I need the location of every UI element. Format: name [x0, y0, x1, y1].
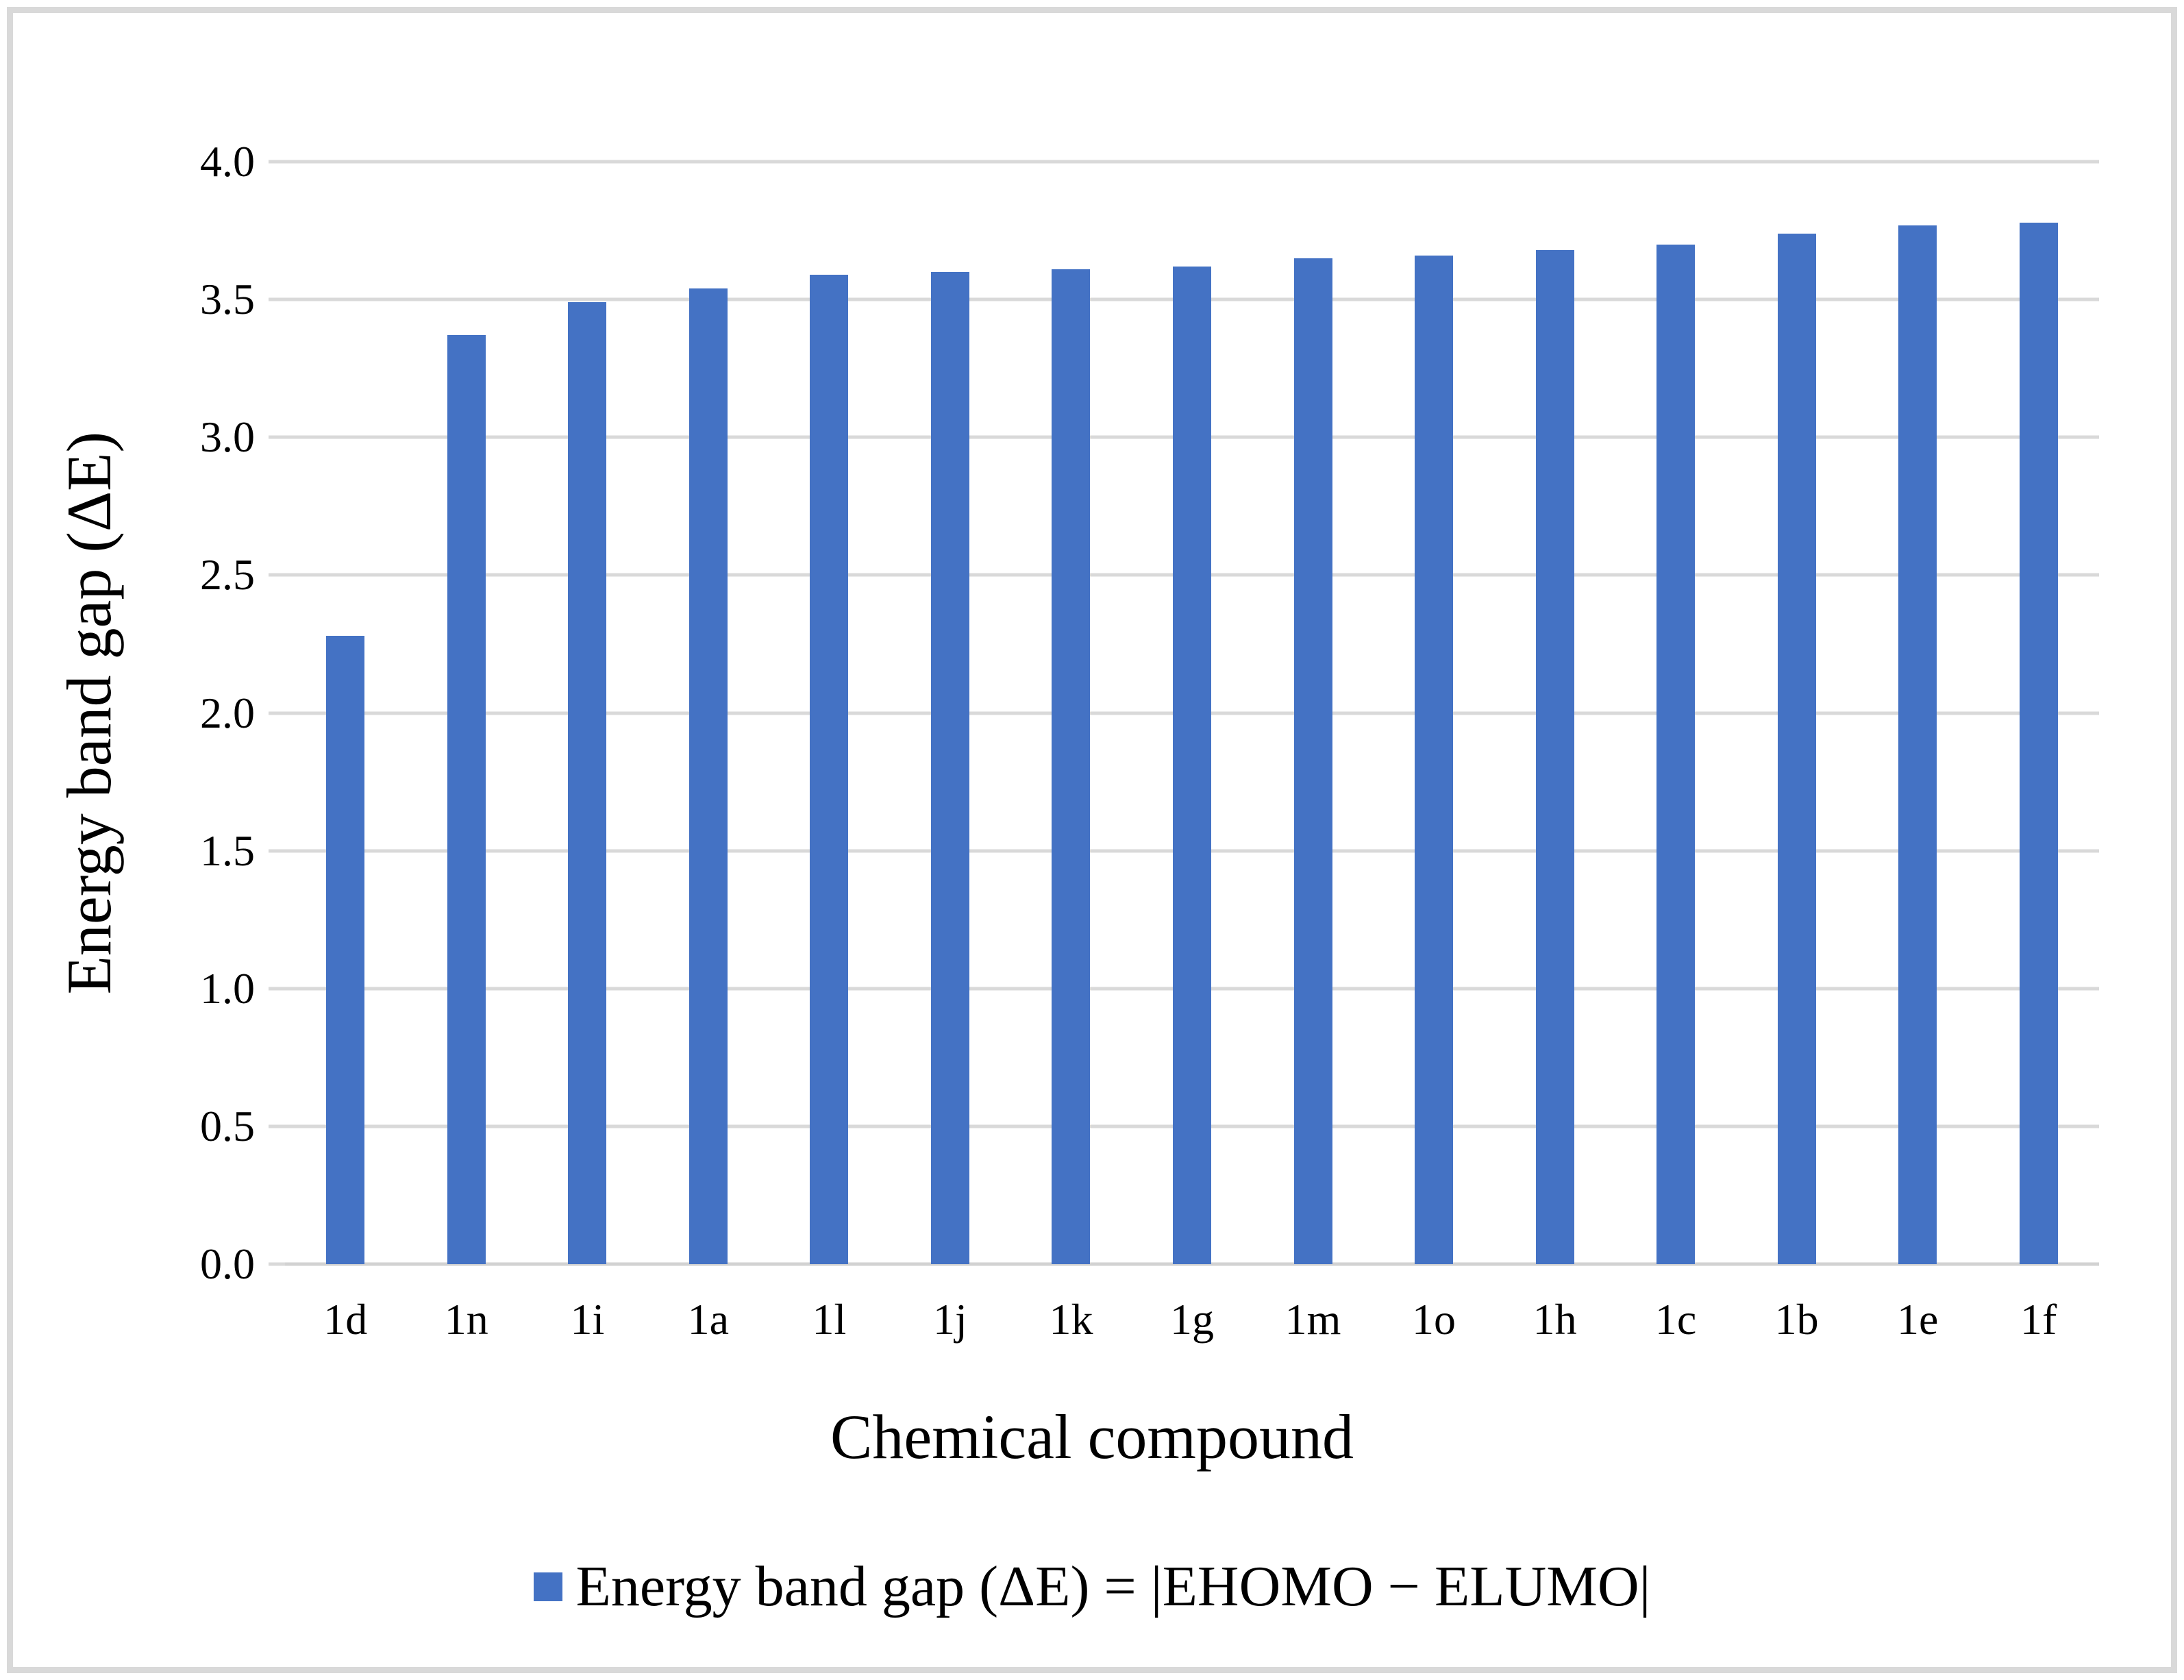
bar-slot	[1736, 162, 1857, 1264]
y-tick-label: 1.0	[200, 963, 255, 1013]
y-tick-mark	[269, 1262, 285, 1266]
y-tick-mark	[269, 987, 285, 991]
bar-1b	[1777, 233, 1816, 1264]
bar-1g	[1172, 266, 1211, 1264]
legend: Energy band gap (ΔE) = |EHOMO − ELUMO|	[0, 1555, 2184, 1618]
x-tick-label: 1a	[687, 1295, 730, 1344]
bar-slot	[285, 162, 406, 1264]
bar-slot	[1132, 162, 1253, 1264]
gridline	[285, 160, 2099, 164]
y-tick-label: 0.5	[200, 1101, 255, 1150]
bars-layer	[285, 162, 2099, 1264]
bar-1e	[1898, 225, 1937, 1264]
bar-slot	[1010, 162, 1132, 1264]
x-axis-title: Chemical compound	[830, 1402, 1354, 1472]
y-tick-mark	[269, 435, 285, 439]
bar-slot	[1615, 162, 1737, 1264]
y-tick-mark	[269, 297, 285, 301]
y-tick-label: 3.0	[200, 412, 255, 462]
x-tick-label: 1k	[1049, 1295, 1093, 1344]
x-tick-label: 1l	[812, 1295, 847, 1344]
bar-slot	[527, 162, 648, 1264]
x-tick-label: 1n	[444, 1295, 488, 1344]
bar-1i	[568, 302, 607, 1264]
bar-1c	[1656, 244, 1696, 1264]
y-tick-label: 2.5	[200, 550, 255, 600]
plot-area	[285, 160, 2099, 1266]
legend-label: Energy band gap (ΔE) = |EHOMO − ELUMO|	[575, 1555, 1651, 1618]
bar-1k	[1052, 269, 1091, 1264]
y-tick-label: 3.5	[200, 275, 255, 324]
y-tick-label: 0.0	[200, 1239, 255, 1288]
bar-1n	[447, 335, 486, 1264]
bar-slot	[1978, 162, 2099, 1264]
bar-slot	[1494, 162, 1615, 1264]
x-tick-label: 1m	[1285, 1295, 1341, 1344]
x-tick-label: 1i	[570, 1295, 605, 1344]
bar-slot	[769, 162, 890, 1264]
x-tick-label: 1j	[933, 1295, 967, 1344]
bar-1o	[1415, 255, 1454, 1264]
y-tick-label: 2.0	[200, 688, 255, 737]
x-tick-label: 1b	[1774, 1295, 1819, 1344]
y-tick-mark	[269, 1124, 285, 1128]
bar-1j	[930, 271, 969, 1264]
y-tick-mark	[269, 573, 285, 577]
x-tick-label: 1h	[1532, 1295, 1577, 1344]
bar-1a	[688, 288, 728, 1264]
y-tick-label: 1.5	[200, 826, 255, 875]
x-tick-label: 1o	[1412, 1295, 1456, 1344]
x-axis-line	[285, 1262, 2099, 1266]
bar-slot	[648, 162, 769, 1264]
bar-slot	[1857, 162, 1978, 1264]
bar-slot	[1374, 162, 1495, 1264]
bar-1h	[1535, 249, 1574, 1264]
y-tick-label: 4.0	[200, 137, 255, 186]
legend-swatch	[533, 1572, 562, 1602]
x-tick-label: 1e	[1896, 1295, 1939, 1344]
x-tick-label: 1c	[1654, 1295, 1697, 1344]
y-tick-mark	[269, 160, 285, 164]
bar-1m	[1293, 258, 1332, 1264]
x-tick-label: 1f	[2020, 1295, 2057, 1344]
bar-slot	[406, 162, 528, 1264]
y-tick-mark	[269, 849, 285, 853]
bar-1f	[2019, 222, 2058, 1264]
y-axis-tick-labels: 0.0 0.5 1.0 1.5 2.0 2.5 3.0 3.5 4.0	[0, 140, 255, 1286]
bar-1l	[810, 274, 849, 1264]
bar-1d	[326, 635, 365, 1264]
x-tick-label: 1d	[323, 1295, 368, 1344]
x-tick-label: 1g	[1169, 1295, 1214, 1344]
x-axis-tick-labels: 1d 1n 1i 1a 1l 1j 1k 1g 1m 1o 1h 1c 1b 1e 1f	[285, 1294, 2099, 1346]
y-axis-tick-marks	[269, 160, 285, 1266]
bar-slot	[1252, 162, 1374, 1264]
bar-slot	[890, 162, 1011, 1264]
y-tick-mark	[269, 711, 285, 715]
